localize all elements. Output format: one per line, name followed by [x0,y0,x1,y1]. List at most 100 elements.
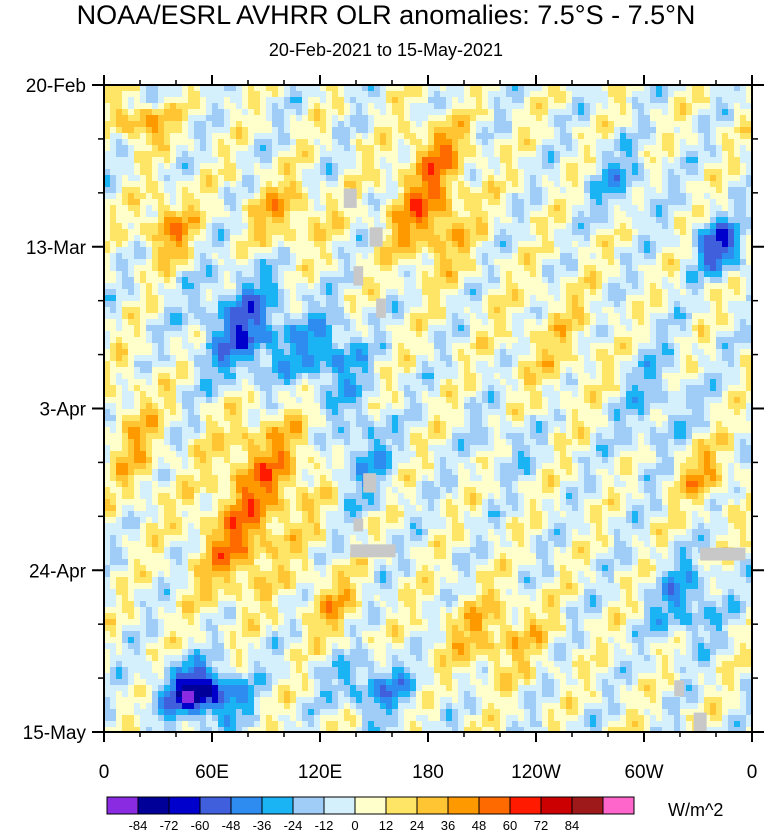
field-cell [644,265,651,272]
field-cell [416,349,423,356]
field-cell [674,85,681,92]
field-cell [242,283,249,290]
field-cell [134,223,141,230]
field-cell [530,319,537,326]
field-cell [362,325,369,332]
field-cell [440,115,447,122]
field-cell [392,145,399,152]
field-cell [446,253,453,260]
field-cell [248,241,255,248]
field-cell [296,253,303,260]
field-cell [536,313,543,320]
field-cell [380,199,387,206]
field-cell [698,253,705,260]
field-cell [320,217,327,224]
field-cell [176,331,183,338]
field-cell [656,85,663,92]
field-cell [224,145,231,152]
field-cell [260,331,267,338]
field-cell [368,85,375,92]
field-cell [476,205,483,212]
field-cell [548,169,555,176]
field-cell [386,85,393,92]
field-cell [716,145,723,152]
field-cell [368,349,375,356]
field-cell [638,169,645,176]
field-cell [734,151,741,158]
field-cell [650,181,657,188]
field-cell [440,145,447,152]
field-cell [146,97,153,104]
field-cell [644,163,651,170]
field-cell [284,355,291,362]
field-cell [434,199,441,206]
field-cell [590,187,597,194]
field-cell [506,103,513,110]
field-cell [530,217,537,224]
field-cell [692,217,699,224]
field-cell [458,193,465,200]
field-cell [512,337,519,344]
field-cell [602,343,609,350]
field-cell [626,295,633,302]
field-cell [566,319,573,326]
field-cell [272,205,279,212]
field-cell [578,247,585,254]
field-cell [404,199,411,206]
field-cell [656,169,663,176]
field-cell [548,337,555,344]
field-cell [410,97,417,104]
field-cell [542,181,549,188]
field-cell [230,241,237,248]
field-cell [194,199,201,206]
field-cell [332,283,339,290]
field-cell [524,247,531,254]
field-cell [524,97,531,104]
field-cell [212,85,219,92]
field-cell [236,109,243,116]
field-cell [518,181,525,188]
field-cell [194,157,201,164]
field-cell [416,133,423,140]
field-cell [434,109,441,116]
field-cell [746,265,753,272]
field-cell [614,223,621,230]
field-cell [290,337,297,344]
field-cell [470,301,477,308]
field-cell [122,343,129,350]
field-cell [380,151,387,158]
field-cell [596,115,603,122]
field-cell [692,121,699,128]
field-cell [128,91,135,98]
field-cell [554,205,561,212]
field-cell [368,127,375,134]
field-cell [386,103,393,110]
field-cell [614,295,621,302]
field-cell [254,343,261,350]
field-cell [140,253,147,260]
field-cell [458,301,465,308]
field-cell [632,217,639,224]
field-cell [416,97,423,104]
field-cell [626,229,633,236]
field-cell [728,223,735,230]
field-cell [422,313,429,320]
field-cell [206,235,213,242]
field-cell [290,295,297,302]
field-cell [194,169,201,176]
field-cell [596,151,603,158]
field-cell [446,331,453,338]
field-cell [500,211,507,218]
field-cell [284,271,291,278]
field-cell [746,181,753,188]
field-cell [236,217,243,224]
field-cell [224,253,231,260]
field-cell [656,319,663,326]
field-cell [704,109,711,116]
field-cell [164,205,171,212]
field-cell [338,337,345,344]
field-cell [272,121,279,128]
field-cell [662,265,669,272]
field-cell [116,325,123,332]
field-cell [452,307,459,314]
